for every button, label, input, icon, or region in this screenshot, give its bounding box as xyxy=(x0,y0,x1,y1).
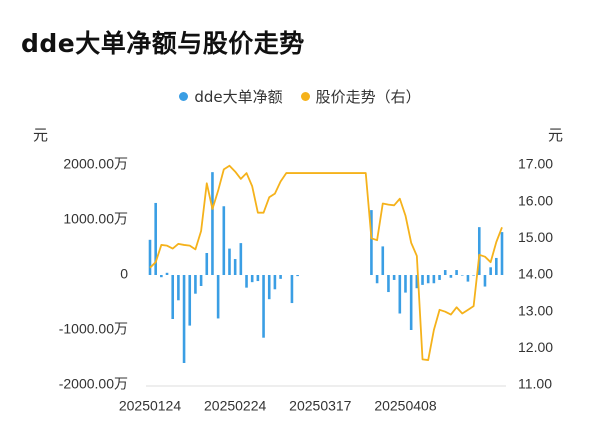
left-tick-label: 2000.00万 xyxy=(63,156,128,172)
bar-dde-52[interactable] xyxy=(443,270,447,275)
bar-dde-23[interactable] xyxy=(279,275,282,279)
bar-dde-58[interactable] xyxy=(477,227,481,275)
legend-dot-price xyxy=(300,92,310,101)
bar-dde-59[interactable] xyxy=(483,275,487,287)
legend-item-price[interactable]: 股价走势（右） xyxy=(300,86,421,107)
bar-dde-16[interactable] xyxy=(239,243,243,275)
bar-dde-43[interactable] xyxy=(392,275,396,280)
left-axis-unit: 元 xyxy=(33,126,48,144)
bar-dde-0[interactable] xyxy=(148,239,152,275)
left-tick-label: -1000.00万 xyxy=(59,321,128,337)
bar-dde-26[interactable] xyxy=(296,275,299,277)
bar-dde-41[interactable] xyxy=(381,246,385,275)
bar-dde-42[interactable] xyxy=(387,275,390,293)
bar-dde-50[interactable] xyxy=(432,275,436,284)
bar-dde-3[interactable] xyxy=(165,272,169,275)
bar-dde-60[interactable] xyxy=(489,267,492,275)
bar-dde-1[interactable] xyxy=(154,202,157,275)
bar-dde-22[interactable] xyxy=(273,275,277,290)
legend-label-price: 股价走势（右） xyxy=(315,88,421,106)
bar-dde-54[interactable] xyxy=(455,270,458,275)
bar-dde-49[interactable] xyxy=(426,275,430,284)
bar-dde-20[interactable] xyxy=(262,275,265,338)
left-tick-label: 0 xyxy=(120,266,128,282)
x-tick-label: 20250224 xyxy=(204,398,267,414)
bar-dde-40[interactable] xyxy=(375,275,379,284)
x-tick-label: 20250317 xyxy=(289,398,352,414)
bar-dde-13[interactable] xyxy=(222,206,226,275)
left-tick-label: 1000.00万 xyxy=(63,211,128,227)
bar-dde-18[interactable] xyxy=(250,275,254,283)
bar-dde-2[interactable] xyxy=(160,275,163,278)
bar-dde-7[interactable] xyxy=(188,275,192,326)
bar-dde-55[interactable] xyxy=(460,275,464,276)
right-tick-label: 17.00 xyxy=(518,156,553,172)
bar-dde-48[interactable] xyxy=(421,275,424,285)
x-tick-label: 20250408 xyxy=(374,398,437,414)
bar-dde-39[interactable] xyxy=(370,210,373,275)
bar-dde-5[interactable] xyxy=(177,275,180,301)
bar-dde-44[interactable] xyxy=(398,275,402,314)
bar-dde-6[interactable] xyxy=(182,275,186,363)
bar-dde-61[interactable] xyxy=(495,257,498,275)
bar-dde-51[interactable] xyxy=(438,275,441,280)
right-tick-label: 14.00 xyxy=(518,266,553,282)
bar-dde-57[interactable] xyxy=(472,275,475,276)
right-tick-label: 12.00 xyxy=(518,339,553,355)
bar-dde-4[interactable] xyxy=(171,275,175,319)
left-tick-label: -2000.00万 xyxy=(59,376,128,392)
bar-dde-14[interactable] xyxy=(228,248,231,275)
right-tick-label: 13.00 xyxy=(518,302,553,318)
bar-dde-10[interactable] xyxy=(205,253,209,275)
bar-dde-15[interactable] xyxy=(233,259,237,275)
bar-dde-56[interactable] xyxy=(466,275,470,282)
bar-dde-47[interactable] xyxy=(415,275,419,289)
x-tick-label: 20250124 xyxy=(119,398,182,414)
price-line[interactable] xyxy=(149,164,503,361)
chart-legend: dde大单净额 股价走势（右） xyxy=(0,86,600,107)
bar-dde-11[interactable] xyxy=(211,172,214,275)
right-tick-label: 16.00 xyxy=(518,192,553,208)
bar-dde-9[interactable] xyxy=(199,275,203,286)
chart-title: dde大单净额与股价走势 xyxy=(21,29,305,58)
bar-dde-8[interactable] xyxy=(194,275,197,294)
bar-dde-19[interactable] xyxy=(256,275,260,282)
legend-dot-dde xyxy=(179,92,189,101)
bar-dde-53[interactable] xyxy=(449,275,453,278)
bar-dde-17[interactable] xyxy=(245,275,248,288)
bar-dde-45[interactable] xyxy=(404,275,407,293)
right-axis-unit: 元 xyxy=(548,126,563,144)
right-tick-label: 15.00 xyxy=(518,229,553,245)
bar-dde-12[interactable] xyxy=(216,275,220,319)
legend-label-dde: dde大单净额 xyxy=(194,88,283,106)
right-tick-label: 11.00 xyxy=(518,376,552,392)
bar-dde-46[interactable] xyxy=(409,275,413,330)
bar-dde-62[interactable] xyxy=(500,232,504,275)
bar-dde-25[interactable] xyxy=(290,275,294,304)
legend-item-dde[interactable]: dde大单净额 xyxy=(179,86,283,107)
bar-dde-21[interactable] xyxy=(267,275,271,300)
